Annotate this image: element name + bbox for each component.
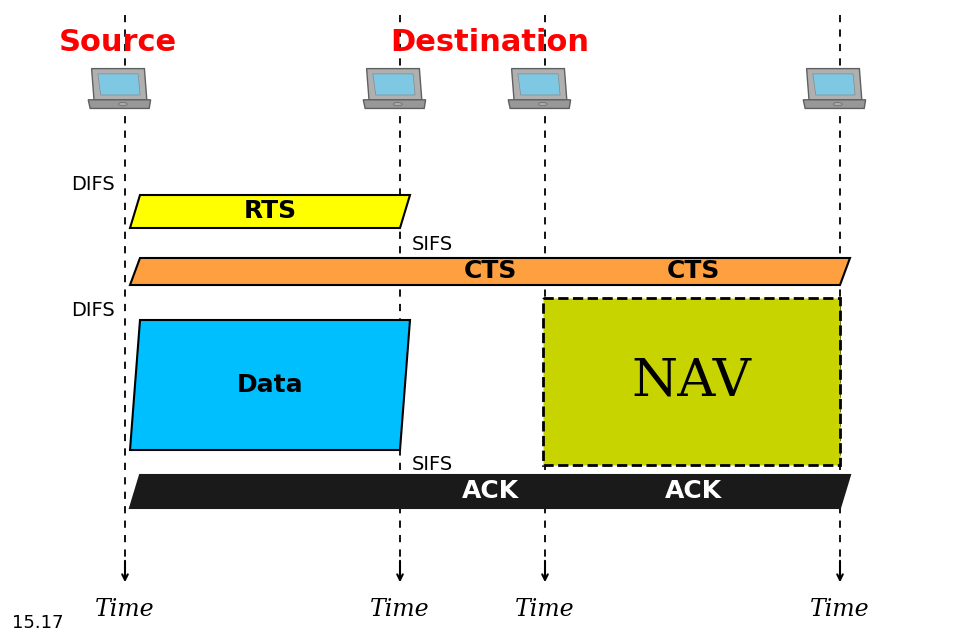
Polygon shape [98, 74, 140, 95]
Polygon shape [806, 69, 862, 100]
Text: Source: Source [59, 28, 177, 57]
Polygon shape [804, 100, 866, 108]
Polygon shape [813, 74, 855, 95]
Polygon shape [130, 195, 410, 228]
Polygon shape [512, 69, 566, 100]
Polygon shape [130, 475, 850, 508]
Text: CTS: CTS [666, 259, 720, 283]
Text: Time: Time [516, 598, 575, 621]
Text: CTS: CTS [464, 259, 516, 284]
Text: 15.17: 15.17 [12, 614, 63, 632]
Polygon shape [130, 320, 410, 450]
Text: SIFS: SIFS [412, 236, 453, 254]
Polygon shape [508, 100, 570, 108]
Polygon shape [517, 74, 560, 95]
Polygon shape [88, 100, 151, 108]
Text: DIFS: DIFS [71, 175, 115, 195]
Text: NAV: NAV [632, 356, 752, 407]
Text: SIFS: SIFS [412, 456, 453, 474]
Text: RTS: RTS [244, 200, 297, 223]
Polygon shape [372, 74, 415, 95]
Polygon shape [130, 258, 850, 285]
Text: Time: Time [95, 598, 155, 621]
Ellipse shape [118, 103, 127, 106]
Ellipse shape [539, 103, 547, 106]
Text: Destination: Destination [391, 28, 589, 57]
Text: Data: Data [237, 373, 303, 397]
Text: Time: Time [371, 598, 430, 621]
Text: ACK: ACK [462, 480, 518, 503]
Bar [543, 298, 840, 465]
Polygon shape [363, 100, 425, 108]
Text: Time: Time [810, 598, 870, 621]
Text: DIFS: DIFS [71, 300, 115, 320]
Polygon shape [367, 69, 421, 100]
Ellipse shape [833, 103, 842, 106]
Polygon shape [91, 69, 147, 100]
Text: ACK: ACK [664, 479, 722, 503]
Ellipse shape [394, 103, 402, 106]
